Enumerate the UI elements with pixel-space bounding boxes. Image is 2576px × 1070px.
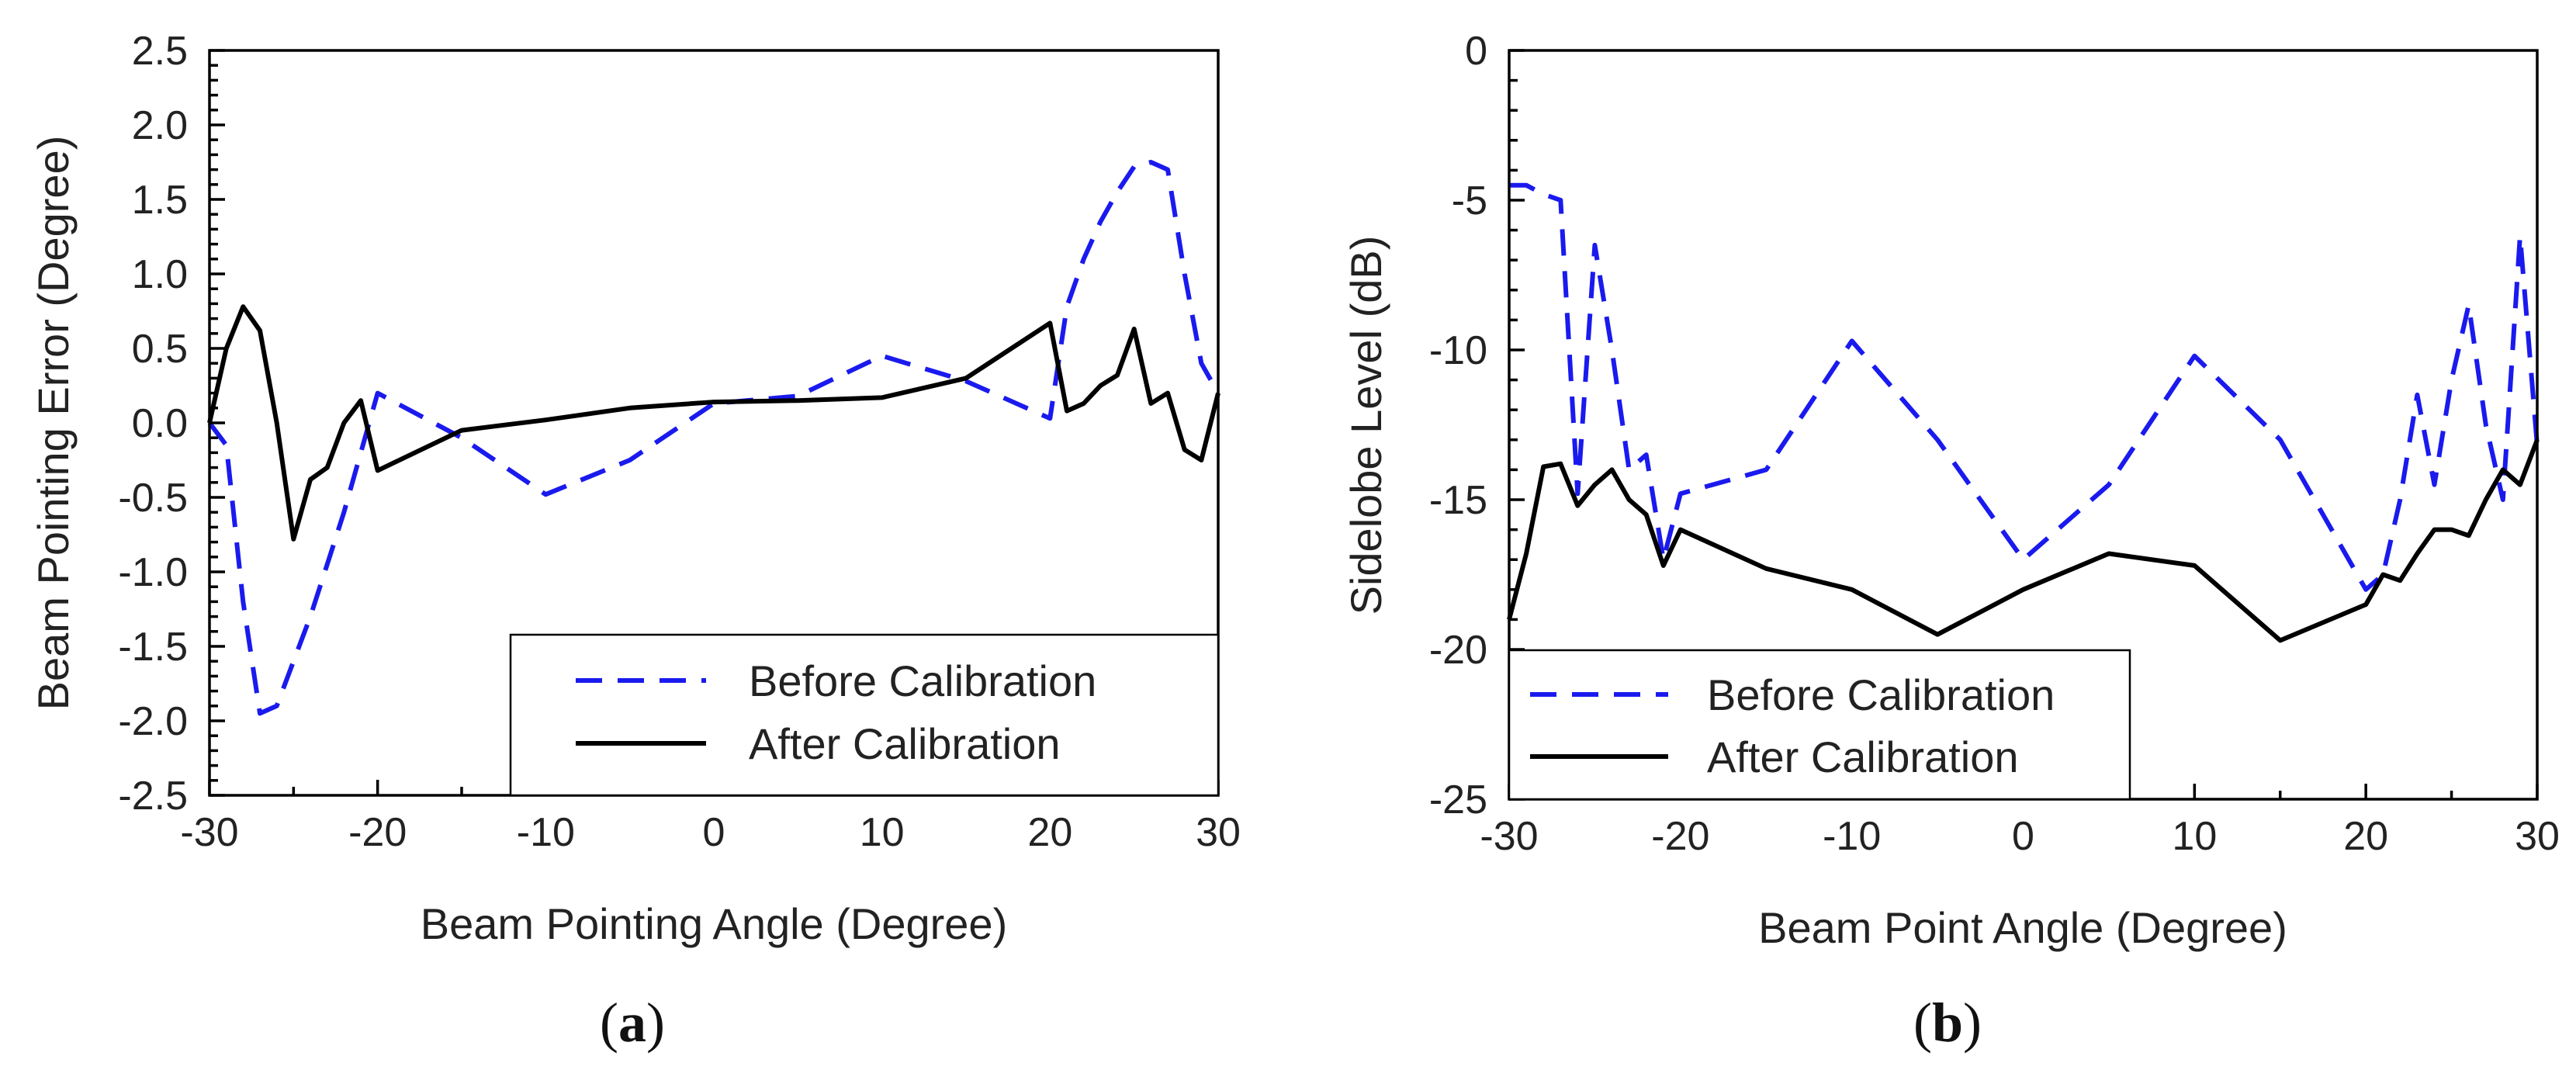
chart-b-plot-area — [1507, 182, 2540, 643]
chart-b-ytick-label: -5 — [1452, 178, 1487, 223]
chart-b-legend-before-label: Before Calibration — [1707, 670, 2055, 719]
chart-b-ytick-label: 0 — [1465, 29, 1487, 74]
panel-a: -30 -20 -10 0 10 20 30 2.5 2.0 1.5 1.0 0.5 0.0 -0.5 -1… — [29, 29, 1241, 1054]
chart-b-ytick-label: -25 — [1429, 777, 1487, 822]
chart-a-ticks: -30 -20 -10 0 10 20 30 2.5 2.0 1.5 1.0 0.5 0.0 -0.5 -1… — [118, 29, 1241, 855]
chart-b-xtick-label: -30 — [1480, 814, 1538, 859]
chart-a-ytick-label: 1.5 — [132, 178, 188, 223]
chart-a-xtick-label: 30 — [1196, 810, 1241, 855]
chart-a-xlabel: Beam Pointing Angle (Degree) — [421, 899, 1007, 948]
chart-a-ytick-label: -1.5 — [118, 625, 188, 670]
chart-a-legend: Before Calibration After Calibration — [509, 633, 1220, 797]
chart-a-legend-before-label: Before Calibration — [749, 656, 1096, 705]
chart-a-legend-after-label: After Calibration — [749, 719, 1061, 768]
chart-a-ytick-label: 2.0 — [132, 103, 188, 148]
chart-a-ytick-label: -2.0 — [118, 699, 188, 744]
chart-b-ytick-label: -20 — [1429, 628, 1487, 673]
chart-b-legend-box — [1508, 649, 2131, 801]
chart-a-ytick-label: -0.5 — [118, 476, 188, 521]
chart-a-xtick-label: 0 — [703, 810, 725, 855]
chart-a-xtick-label: -30 — [180, 810, 238, 855]
panel-b: -30 -20 -10 0 10 20 30 0 -5 -10 -15 -20 -25 Before C… — [1342, 29, 2560, 1054]
chart-b-xtick-label: 0 — [2012, 814, 2034, 859]
chart-a-ytick-label: 2.5 — [132, 29, 188, 74]
caption-b: (b) — [1913, 992, 1982, 1054]
chart-b-xtick-label: 10 — [2172, 814, 2217, 859]
chart-a-series-before-line — [207, 160, 1220, 716]
chart-a-xtick-label: 20 — [1027, 810, 1072, 855]
chart-a-ytick-label: -2.5 — [118, 774, 188, 819]
chart-b-xtick-label: 20 — [2343, 814, 2388, 859]
chart-b-legend-after-label: After Calibration — [1707, 732, 2019, 781]
chart-a-ylabel: Beam Pointing Error (Degree) — [29, 136, 78, 711]
chart-b-legend: Before Calibration After Calibration — [1508, 649, 2131, 801]
chart-b-ytick-label: -10 — [1429, 328, 1487, 373]
chart-b-xlabel: Beam Point Angle (Degree) — [1758, 903, 2287, 952]
chart-b-xtick-label: -10 — [1823, 814, 1881, 859]
chart-b-ylabel: Sidelobe Level (dB) — [1342, 236, 1390, 615]
chart-b-series-before-line — [1509, 182, 2540, 592]
chart-b-xtick-label: 30 — [2515, 814, 2560, 859]
chart-a-ytick-label: 1.0 — [132, 252, 188, 297]
chart-a-ytick-label: -1.0 — [118, 550, 188, 595]
chart-b-series-after-line — [1507, 438, 2540, 643]
chart-a-ytick-label: 0.0 — [132, 401, 188, 446]
chart-a-xtick-label: -20 — [348, 810, 407, 855]
chart-a-ytick-label: 0.5 — [132, 327, 188, 372]
chart-a-plot-area — [207, 160, 1220, 716]
caption-a: (a) — [600, 992, 665, 1054]
chart-b-ytick-label: -15 — [1429, 478, 1487, 523]
chart-b-xtick-label: -20 — [1651, 814, 1709, 859]
chart-a-xtick-label: 10 — [860, 810, 905, 855]
chart-a-legend-box — [509, 633, 1220, 797]
chart-a-xtick-label: -10 — [517, 810, 575, 855]
chart-a-series-after-line — [207, 304, 1220, 542]
